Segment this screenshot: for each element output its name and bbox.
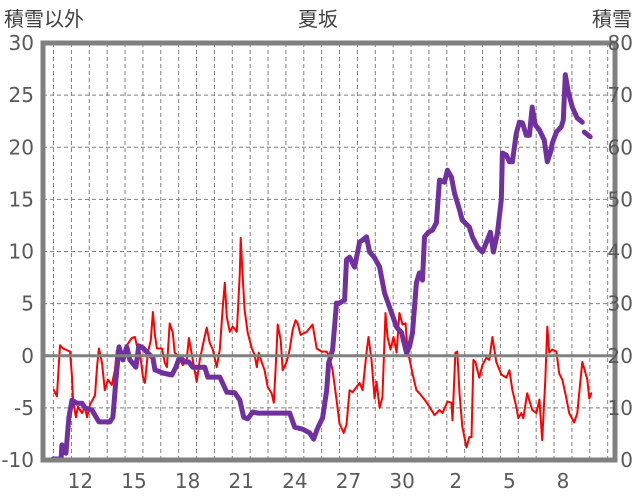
right-tick-label: 40 [608,240,633,264]
right-tick-label: 50 [608,187,633,211]
right-tick-label: 0 [620,448,633,472]
left-tick-label: -5 [14,396,34,420]
x-tick-label: 18 [175,469,200,493]
x-tick-label: 24 [282,469,307,493]
x-tick-label: 5 [503,469,516,493]
x-tick-label: 8 [557,469,570,493]
x-tick-label: 12 [68,469,93,493]
left-tick-label: 30 [9,31,34,55]
plot-border [40,40,618,463]
x-tick-label: 15 [121,469,146,493]
plot-frame [40,40,618,463]
right-tick-label: 30 [608,292,633,316]
right-tick-label: 20 [608,344,633,368]
left-tick-label: -10 [1,448,34,472]
series-layer [50,72,593,462]
left-tick-label: 10 [9,240,34,264]
x-tick-label: 21 [229,469,254,493]
left-tick-label: 0 [21,344,34,368]
right-tick-label: 70 [608,83,633,107]
right-tick-label: 60 [608,135,633,159]
x-tick-label: 30 [389,469,414,493]
x-tick-label: 27 [336,469,361,493]
snow-depth-line [50,72,585,462]
right-axis-title: 積雪 [592,7,632,31]
x-tick-label: 2 [449,469,462,493]
chart-title: 夏坂 [298,7,338,31]
right-tick-label: 10 [608,396,633,420]
non-snow-line [52,236,593,449]
left-tick-label: 15 [9,187,34,211]
left-tick-label: 20 [9,135,34,159]
snow-depth-line [581,129,593,140]
left-tick-label: 5 [21,292,34,316]
right-tick-label: 80 [608,31,633,55]
left-axis-title: 積雪以外 [4,7,84,31]
left-tick-label: 25 [9,83,34,107]
